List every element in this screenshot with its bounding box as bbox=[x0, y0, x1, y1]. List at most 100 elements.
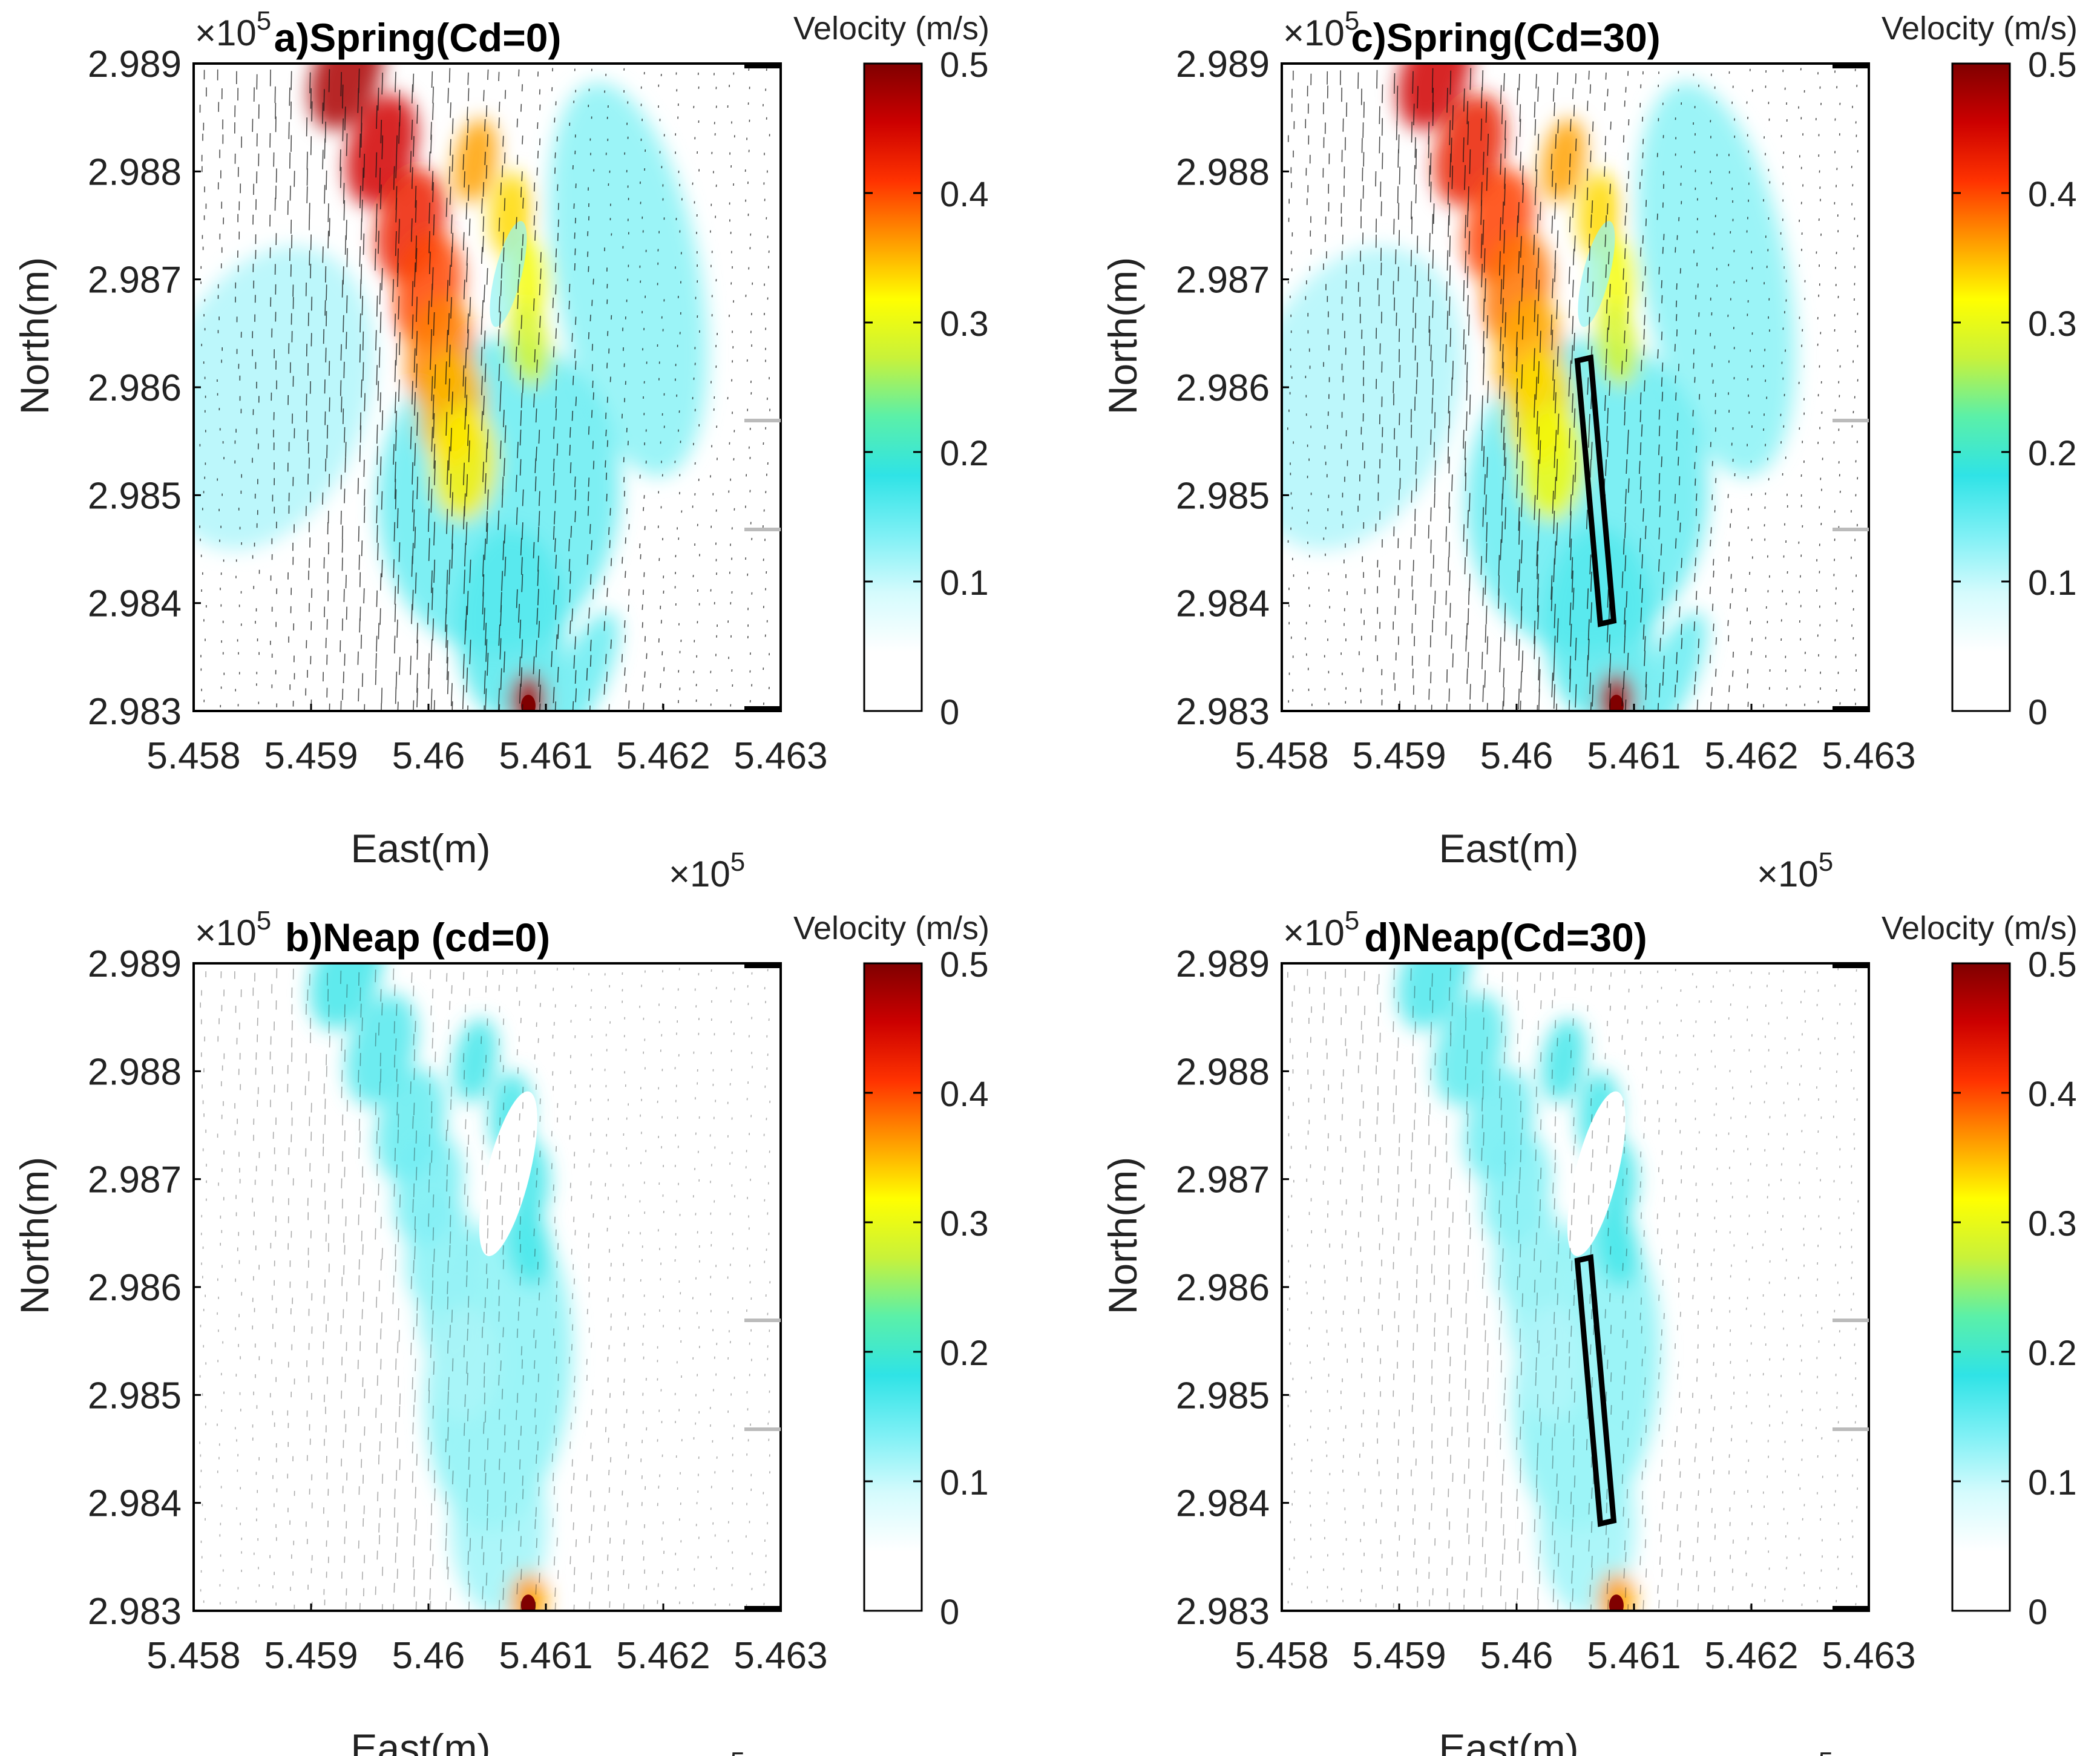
x-multiplier: ×105 bbox=[669, 847, 745, 894]
y-tick-label: 2.986 bbox=[88, 367, 182, 409]
island bbox=[1567, 1091, 1626, 1256]
outlet-core bbox=[520, 695, 536, 711]
x-tick-label: 5.459 bbox=[264, 1635, 358, 1677]
outlet-branch bbox=[543, 612, 619, 711]
colorbar-tick-label: 0 bbox=[940, 1593, 959, 1632]
arrow-path bbox=[199, 968, 771, 1611]
turbine-array-marker bbox=[1574, 1254, 1617, 1527]
x-tick-label: 5.462 bbox=[616, 735, 710, 777]
x-multiplier: ×105 bbox=[669, 1747, 745, 1756]
y-tick-label: 2.984 bbox=[1176, 1483, 1270, 1525]
x-tick-label: 5.459 bbox=[1352, 1635, 1446, 1677]
x-tick-label: 5.463 bbox=[733, 735, 827, 777]
east-branch bbox=[506, 1202, 550, 1286]
velocity-field bbox=[194, 64, 770, 711]
colorbar bbox=[863, 62, 923, 712]
panel-3: 5.458 5.459 5.46 5.461 5.462 5.463 2.983 2.984 2… bbox=[12, 906, 989, 1756]
y-tick-label: 2.984 bbox=[88, 583, 182, 625]
outlet-branch bbox=[1631, 612, 1707, 711]
colorbar-tick-label: 0.4 bbox=[2028, 1075, 2077, 1114]
x-tick-label: 5.462 bbox=[616, 1635, 710, 1677]
colorbar-tick-label: 0 bbox=[2028, 693, 2047, 732]
colorbar-label: Velocity (m/s) bbox=[793, 910, 989, 946]
outlet-flow bbox=[456, 528, 565, 711]
y-tick-label: 2.983 bbox=[88, 691, 182, 733]
velocity-field bbox=[199, 963, 771, 1611]
y-tick-label: 2.985 bbox=[1176, 1375, 1270, 1417]
island bbox=[490, 221, 527, 327]
colorbar-tick-label: 0.4 bbox=[940, 175, 989, 214]
y-tick-label: 2.985 bbox=[88, 475, 182, 517]
colorbar-tick-label: 0.3 bbox=[2028, 304, 2077, 344]
x-tick-label: 5.459 bbox=[1352, 735, 1446, 777]
colorbar-label: Velocity (m/s) bbox=[1882, 10, 2078, 47]
y-tick-label: 2.986 bbox=[88, 1267, 182, 1309]
colorbar-tick-label: 0.3 bbox=[2028, 1204, 2077, 1243]
colorbar-tick-label: 0.2 bbox=[940, 1334, 989, 1373]
panel-title: d)Neap(Cd=30) bbox=[1364, 915, 1647, 960]
y-tick-label: 2.988 bbox=[1176, 1051, 1270, 1093]
y-tick-label: 2.983 bbox=[1176, 691, 1270, 733]
turbine-array-marker bbox=[1574, 354, 1617, 627]
jet-core bbox=[1518, 405, 1586, 520]
island bbox=[1578, 221, 1615, 327]
east-flow bbox=[1636, 82, 1796, 477]
colorbar-tick-label: 0.2 bbox=[940, 434, 989, 473]
y-tick-label: 2.985 bbox=[88, 1375, 182, 1417]
jet-core bbox=[1397, 64, 1472, 130]
y-tick-label: 2.987 bbox=[88, 1159, 182, 1201]
y-tick-label: 2.988 bbox=[1176, 151, 1270, 193]
y-tick-label: 2.986 bbox=[1176, 367, 1270, 409]
x-tick-label: 5.46 bbox=[392, 1635, 465, 1677]
y-tick-label: 2.989 bbox=[88, 44, 182, 85]
west-flow bbox=[194, 246, 375, 550]
colorbar-tick-label: 0.5 bbox=[940, 945, 989, 984]
x-tick-label: 5.463 bbox=[1822, 1635, 1915, 1677]
jet-core bbox=[1433, 94, 1506, 206]
x-tick-label: 5.458 bbox=[146, 1635, 240, 1677]
outlet-core bbox=[1609, 695, 1624, 711]
velocity-arrows bbox=[199, 968, 771, 1611]
colorbar-tick-label: 0.1 bbox=[2028, 1463, 2077, 1502]
panel-2: 5.458 5.459 5.46 5.461 5.462 5.463 2.983 2.984 2… bbox=[1100, 6, 2078, 894]
jet-core bbox=[430, 1305, 497, 1420]
x-tick-label: 5.46 bbox=[392, 735, 465, 777]
jet-core bbox=[309, 963, 384, 1030]
x-tick-label: 5.458 bbox=[1235, 735, 1328, 777]
jet-core bbox=[1518, 1305, 1586, 1420]
x-tick-label: 5.459 bbox=[264, 735, 358, 777]
y-tick-label: 2.983 bbox=[88, 1591, 182, 1633]
y-multiplier: ×105 bbox=[195, 6, 271, 53]
y-axis-label: North(m) bbox=[1100, 1157, 1145, 1314]
y-multiplier: ×105 bbox=[195, 906, 271, 953]
outlet-hotspot bbox=[1598, 1573, 1635, 1611]
panel-title: a)Spring(Cd=0) bbox=[274, 15, 562, 60]
east-branch bbox=[1594, 1202, 1638, 1286]
colorbar-tick-label: 0.1 bbox=[940, 1463, 989, 1502]
colorbar bbox=[1951, 62, 2011, 712]
east-branch bbox=[1541, 1018, 1586, 1102]
panel-1: 5.458 5.459 5.46 5.461 5.462 5.463 2.983 2.984 2… bbox=[12, 6, 989, 894]
colorbar-tick-label: 0.4 bbox=[2028, 175, 2077, 214]
jet-core bbox=[1397, 963, 1472, 1030]
jet-core bbox=[1433, 994, 1506, 1106]
x-tick-label: 5.463 bbox=[733, 1635, 827, 1677]
x-axis-label: East(m) bbox=[1439, 826, 1579, 871]
y-tick-label: 2.986 bbox=[1176, 1267, 1270, 1309]
island bbox=[479, 1091, 537, 1256]
x-axis-label: East(m) bbox=[1439, 1726, 1579, 1756]
velocity-colormap bbox=[1282, 64, 1796, 711]
colorbar-tick-label: 0.1 bbox=[2028, 563, 2077, 603]
colorbar-tick-label: 0 bbox=[940, 693, 959, 732]
y-tick-label: 2.987 bbox=[88, 260, 182, 301]
colorbar-tick-label: 0.5 bbox=[2028, 45, 2077, 85]
east-branch bbox=[453, 1018, 498, 1102]
east-branch bbox=[506, 302, 550, 387]
x-axis-label: East(m) bbox=[351, 826, 491, 871]
x-multiplier: ×105 bbox=[1757, 1747, 1833, 1756]
outlet-hotspot bbox=[510, 673, 546, 711]
x-axis-label: East(m) bbox=[351, 1726, 491, 1756]
west-flow bbox=[1282, 246, 1463, 550]
y-tick-label: 2.983 bbox=[1176, 1591, 1270, 1633]
